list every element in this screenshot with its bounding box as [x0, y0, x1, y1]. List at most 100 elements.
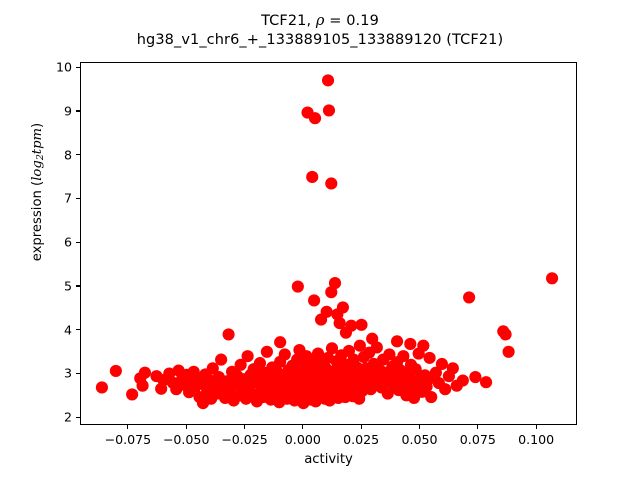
scatter-point [383, 348, 396, 361]
y-tick-label: 4 [63, 322, 72, 338]
scatter-point [336, 301, 349, 314]
x-tick-label: 0.075 [459, 432, 496, 447]
title-gene-prefix: TCF21, [261, 13, 316, 29]
ylabel-subscript: 2 [35, 154, 47, 161]
scatter-point [163, 367, 176, 380]
scatter-point [109, 364, 122, 378]
scatter-point [499, 328, 512, 341]
scatter-point [423, 351, 436, 364]
scatter-point [328, 277, 342, 290]
y-tick-label: 6 [63, 234, 72, 250]
y-axis-label: expression (log2tpm) [30, 72, 46, 312]
ylabel-tpm: tpm [29, 127, 45, 155]
scatter-point [322, 104, 336, 117]
x-tick-mark [477, 425, 479, 429]
scatter-point [215, 353, 228, 366]
y-tick-label: 5 [63, 278, 72, 294]
scatter-point [95, 381, 108, 394]
scatter-point [397, 350, 410, 363]
scatter-point [325, 177, 338, 190]
scatter-point [222, 328, 235, 341]
chart-title: TCF21, ρ = 0.19 hg38_v1_chr6_+_133889105… [0, 12, 640, 50]
scatter-point [502, 345, 515, 358]
title-rho-value: = 0.19 [324, 13, 379, 29]
y-tick-label: 8 [63, 147, 72, 163]
x-tick-mark [419, 425, 421, 429]
y-tick-mark [76, 197, 80, 200]
y-tick-mark [76, 329, 80, 331]
scatter-point [353, 339, 366, 352]
scatter-point [439, 383, 452, 396]
scatter-point [308, 294, 321, 307]
scatter-point [409, 363, 422, 376]
x-tick-label: −0.075 [104, 432, 152, 447]
ylabel-prefix: expression ( [29, 180, 45, 262]
x-tick-label: 0.000 [284, 432, 321, 447]
scatter-point [306, 170, 319, 184]
scatter-point [417, 339, 430, 352]
plot-area [80, 62, 577, 425]
title-rho-symbol: ρ [315, 13, 325, 29]
scatter-point [126, 388, 139, 401]
x-tick-label: 0.025 [343, 432, 380, 447]
scatter-point [463, 291, 476, 304]
y-tick-mark [76, 241, 80, 243]
scatter-point [234, 358, 247, 371]
scatter-point [291, 280, 304, 293]
ylabel-log: log [29, 160, 45, 181]
scatter-point [333, 317, 346, 330]
chart-subtitle: hg38_v1_chr6_+_133889105_133889120 (TCF2… [136, 32, 504, 48]
y-tick-mark [76, 416, 80, 418]
scatter-point [206, 362, 219, 375]
y-tick-label: 2 [63, 409, 72, 425]
scatter-point [325, 286, 338, 299]
x-tick-label: 0.100 [518, 432, 555, 447]
y-tick-label: 9 [63, 103, 72, 119]
x-tick-mark [360, 425, 362, 429]
scatter-point [325, 342, 339, 355]
scatter-point [545, 272, 559, 285]
scatter-point [260, 345, 273, 358]
x-axis-label: activity [304, 452, 353, 467]
scatter-point [138, 366, 151, 379]
scatter-point [278, 348, 291, 361]
scatter-point [435, 357, 448, 371]
scatter-point [456, 374, 469, 387]
scatter-point [469, 370, 482, 384]
scatter-point [446, 362, 459, 375]
scatter-point [320, 305, 333, 318]
y-tick-mark [76, 285, 80, 287]
y-tick-label: 7 [63, 190, 72, 206]
x-tick-mark [302, 425, 304, 429]
scatter-point [425, 390, 438, 404]
scatter-point [390, 335, 404, 348]
y-tick-label: 3 [63, 365, 72, 381]
scatter-point [274, 336, 287, 349]
scatter-point [311, 347, 325, 360]
scatter-point [321, 74, 335, 87]
y-tick-label: 10 [55, 59, 72, 75]
y-tick-mark [76, 66, 80, 68]
scatter-point [404, 337, 417, 351]
scatter-point [345, 319, 358, 332]
scatter-point [420, 380, 433, 393]
x-tick-label: −0.025 [221, 432, 268, 447]
ylabel-suffix: ) [29, 122, 45, 128]
scatter-point [253, 357, 267, 370]
x-tick-mark [185, 425, 187, 429]
x-tick-label: 0.050 [401, 432, 438, 447]
scatter-point [241, 350, 254, 363]
scatter-point [136, 379, 149, 392]
scatter-points-layer [95, 74, 559, 410]
x-tick-mark [127, 425, 129, 429]
x-tick-mark [244, 425, 246, 429]
x-tick-mark [535, 425, 537, 429]
scatter-point [479, 376, 493, 389]
scatter-point [366, 332, 379, 345]
y-tick-mark [76, 110, 80, 112]
x-tick-label: −0.050 [162, 432, 210, 447]
y-tick-mark [76, 372, 80, 374]
scatter-point [355, 318, 368, 331]
scatter-point [429, 366, 442, 379]
